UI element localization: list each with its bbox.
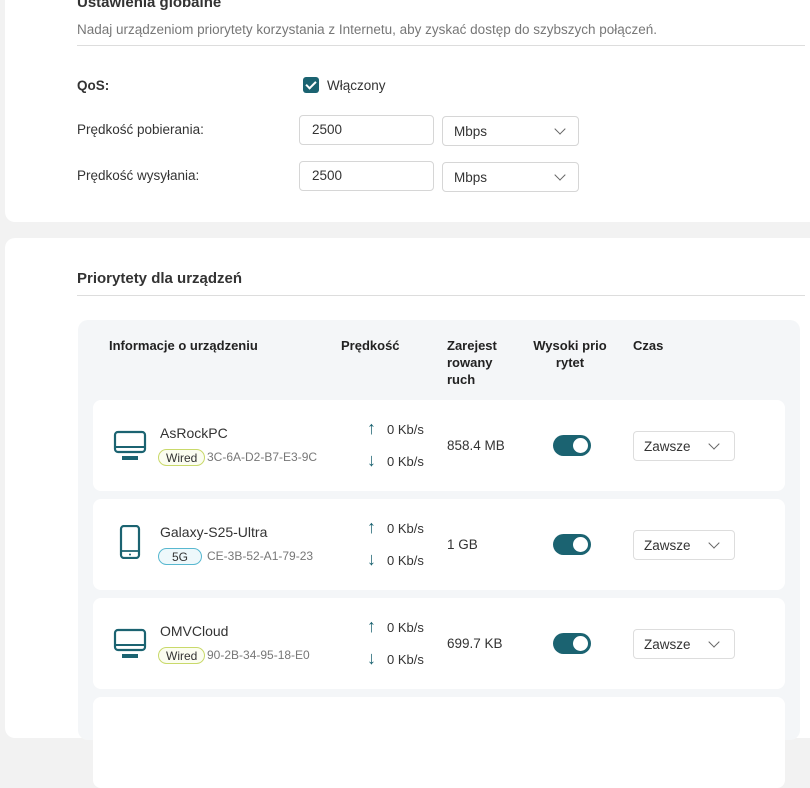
upload-speed: 0 Kb/s xyxy=(387,422,424,437)
high-priority-toggle[interactable] xyxy=(553,435,591,456)
device-name: AsRockPC xyxy=(160,425,228,441)
desktop-icon xyxy=(113,628,147,665)
table-row: OMVCloud Wired 90-2B-34-95-18-E0 ↑ 0 Kb/s… xyxy=(93,598,785,689)
header-time: Czas xyxy=(633,338,664,353)
download-speed: 0 Kb/s xyxy=(387,652,424,667)
table-row: Galaxy-S25-Ultra 5G CE-3B-52-A1-79-23 ↑ 0… xyxy=(93,499,785,590)
upload-label: Prędkość wysyłania: xyxy=(77,168,200,183)
section-description: Nadaj urządzeniom priorytety korzystania… xyxy=(77,22,658,37)
connection-badge: Wired xyxy=(158,449,206,466)
arrow-down-icon: ↓ xyxy=(367,648,376,668)
qos-label: QoS: xyxy=(77,78,110,93)
section-title: Priorytety dla urządzeń xyxy=(77,270,243,287)
chevron-down-icon xyxy=(708,537,720,549)
chevron-down-icon xyxy=(708,438,720,450)
arrow-down-icon: ↓ xyxy=(367,450,376,470)
table-row: AsRockPC Wired 3C-6A-D2-B7-E3-9C ↑ 0 Kb/s… xyxy=(93,400,785,491)
table-row xyxy=(93,697,785,788)
download-unit-select[interactable]: Mbps xyxy=(442,116,579,146)
connection-badge: 5G xyxy=(158,548,203,565)
download-speed: 0 Kb/s xyxy=(387,553,424,568)
chevron-down-icon xyxy=(554,169,566,181)
header-info: Informacje o urządzeniu xyxy=(109,338,258,353)
upload-unit-select[interactable]: Mbps xyxy=(442,162,579,192)
device-name: OMVCloud xyxy=(160,623,229,639)
arrow-up-icon: ↑ xyxy=(367,517,376,537)
upload-speed: 0 Kb/s xyxy=(387,521,424,536)
arrow-up-icon: ↑ xyxy=(367,616,376,636)
mac-address: 90-2B-34-95-18-E0 xyxy=(207,648,310,662)
upload-speed: 0 Kb/s xyxy=(387,620,424,635)
high-priority-toggle[interactable] xyxy=(553,534,591,555)
section-title: Ustawienia globalne xyxy=(77,0,222,11)
mac-address: 3C-6A-D2-B7-E3-9C xyxy=(207,450,318,464)
qos-checkbox-label[interactable]: Włączony xyxy=(327,78,386,93)
registered-traffic: 858.4 MB xyxy=(447,438,505,453)
divider xyxy=(77,45,805,46)
registered-traffic: 699.7 KB xyxy=(447,636,503,651)
global-settings-card: Ustawienia globalne Nadaj urządzeniom pr… xyxy=(5,0,810,222)
download-label: Prędkość pobierania: xyxy=(77,122,204,137)
time-value: Zawsze xyxy=(644,439,691,454)
time-select[interactable]: Zawsze xyxy=(633,629,735,659)
download-speed: 0 Kb/s xyxy=(387,454,424,469)
time-select[interactable]: Zawsze xyxy=(633,431,735,461)
chevron-down-icon xyxy=(554,123,566,135)
download-speed-input[interactable]: 2500 xyxy=(299,115,434,145)
phone-icon xyxy=(113,524,147,564)
desktop-icon xyxy=(113,430,147,467)
arrow-down-icon: ↓ xyxy=(367,549,376,569)
registered-traffic: 1 GB xyxy=(447,537,478,552)
header-traffic: Zarejest rowany ruch xyxy=(447,338,497,387)
time-value: Zawsze xyxy=(644,538,691,553)
arrow-up-icon: ↑ xyxy=(367,418,376,438)
chevron-down-icon xyxy=(708,636,720,648)
upload-unit-value: Mbps xyxy=(454,170,488,185)
device-name: Galaxy-S25-Ultra xyxy=(160,524,268,540)
high-priority-toggle[interactable] xyxy=(553,633,591,654)
upload-speed-input[interactable]: 2500 xyxy=(299,161,434,191)
divider xyxy=(77,295,805,296)
connection-badge: Wired xyxy=(158,647,206,664)
download-unit-value: Mbps xyxy=(454,124,488,139)
mac-address: CE-3B-52-A1-79-23 xyxy=(207,549,314,563)
header-speed: Prędkość xyxy=(341,338,400,353)
header-priority: Wysoki prio rytet xyxy=(533,338,607,370)
time-select[interactable]: Zawsze xyxy=(633,530,735,560)
qos-checkbox[interactable] xyxy=(303,77,319,93)
time-value: Zawsze xyxy=(644,637,691,652)
